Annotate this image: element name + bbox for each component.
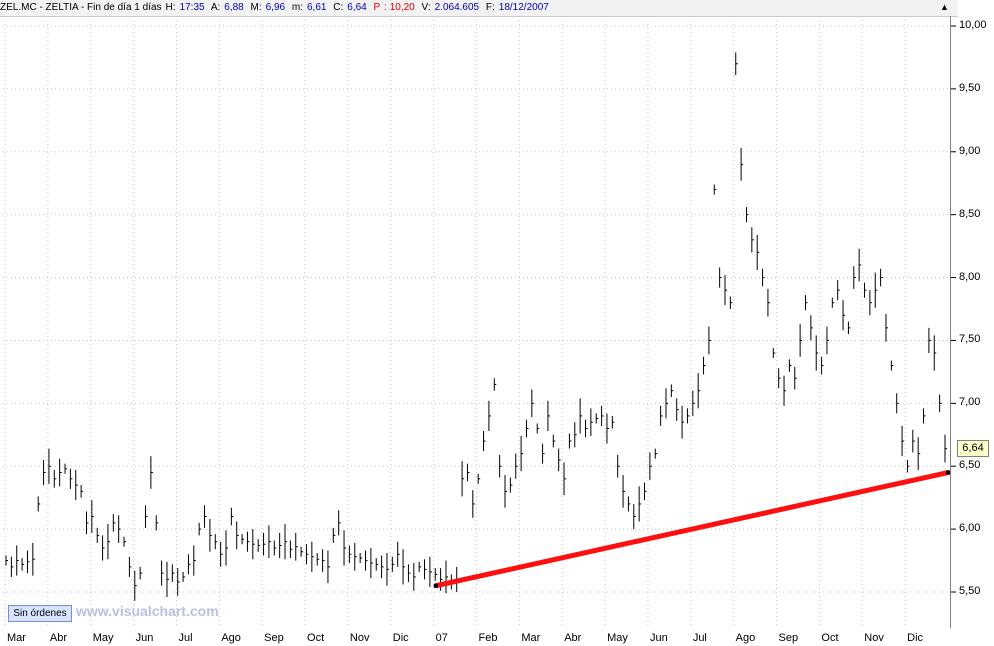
close-label: C: [333,2,344,13]
watermark: www.visualchart.com [76,603,219,619]
x-tick-label: Ago [221,632,241,644]
scroll-up-icon[interactable]: ▲ [940,2,949,12]
open-value: 6,88 [224,2,244,13]
y-tick-label: 9,50 [959,81,981,94]
plot-area[interactable] [0,16,951,628]
y-tick-label: 8,00 [959,270,981,283]
trendline-handle [434,583,438,588]
low-value: 6,61 [306,2,327,13]
low-label: m: [291,2,303,13]
trendline [433,470,951,589]
x-tick-label: Sep [264,632,284,644]
x-tick-label: 07 [435,632,448,644]
x-tick-label: Jul [178,632,193,644]
y-tick-label: 5,50 [959,585,981,597]
x-tick-label: Oct [821,632,839,644]
x-tick-label: Dic [392,632,409,644]
x-tick-label: Ago [735,632,756,644]
x-tick-label: Mar [521,632,541,644]
x-tick-label: May [607,632,628,644]
x-tick-label: Jul [692,632,707,644]
y-tick-label: 9,00 [959,144,981,157]
x-tick-label: Abr [49,632,67,644]
x-tick-label: Sep [778,632,799,644]
x-tick-label: Nov [864,632,884,644]
open-label: A: [210,2,221,13]
y-tick-label: 6,00 [959,522,981,535]
date-value: 18/12/2007 [498,2,549,13]
x-tick-label: Jun [649,632,668,644]
x-tick-label: Oct [307,632,325,644]
p-value: : 10,20 [384,2,415,13]
high-label: M: [250,2,262,13]
last-price-tag: 6,64 [957,440,989,457]
time-value: 17:35 [179,2,205,13]
y-tick-label: 6,50 [959,459,981,472]
x-tick-label: Feb [478,632,498,644]
p-label: P [373,2,381,13]
date-label: F: [485,2,495,13]
time-label: H: [165,2,176,13]
x-tick-label: Nov [349,632,370,644]
x-tick-label: Abr [564,632,582,644]
symbol-label: ZEL.MC - ZELTIA - Fin de día 1 días [0,2,162,13]
x-tick-label: Dic [907,632,924,644]
y-tick-label: 10,00 [959,19,987,31]
volume-value: 2.064.605 [434,2,480,13]
trendline-handle [946,470,950,475]
x-tick-label: Mar [7,632,26,644]
y-tick-label: 7,00 [959,396,981,409]
close-value: 6,64 [347,2,367,13]
y-tick-label: 7,50 [959,333,981,346]
x-tick-label: Jun [135,632,154,644]
y-tick-label: 8,50 [959,207,981,220]
volume-label: V: [421,2,431,13]
x-tick-label: May [92,632,114,644]
high-value: 6,96 [265,2,286,13]
orders-button[interactable]: Sin órdenes [8,605,72,622]
quote-header: ZEL.MC - ZELTIA - Fin de día 1 días H: 17:… [0,0,958,17]
